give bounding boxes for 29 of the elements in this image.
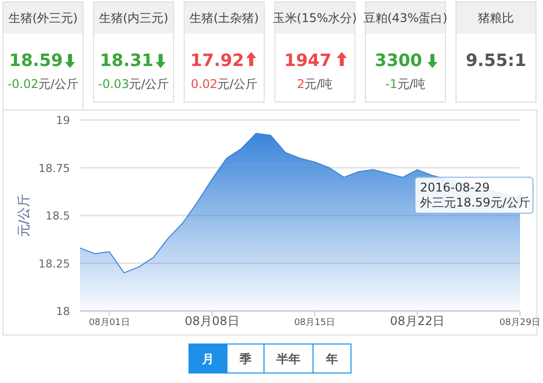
text: 18.31 [100,51,154,71]
category-label: 豆粕(43%蛋白) [363,11,448,25]
text: -0.02元/公斤 [7,77,79,91]
y-tick-label: 18.75 [38,162,70,175]
y-tick-label: 18 [56,305,70,318]
x-tick-label: 08月29日 [500,318,540,328]
x-tick-label: 08月01日 [88,318,130,328]
text: 2元/吨 [296,77,333,91]
y-tick-label: 18.5 [46,210,70,222]
y-tick-label: 18.25 [38,257,70,270]
text: -0.03元/公斤 [98,77,170,91]
text: 1947 [284,51,332,71]
x-tick-label: 08月15日 [294,318,336,328]
text: 0.02元/公斤 [190,77,258,91]
text: 3300 [374,51,422,71]
category-label: 生猪(内三元) [98,11,168,25]
text: 18.59 [9,51,63,71]
x-tick-label: 08月22日 [390,314,445,328]
x-tick-label: 08月08日 [184,314,240,328]
category-label: 玉米(15%水分) [272,11,357,25]
category-label: 猪粮比 [478,11,514,25]
text: 9.55:1 [466,51,526,71]
annotation: 2016-08-29 外三元18.59元/公斤 [420,180,530,210]
y-tick-label: 19 [56,114,70,127]
text: -1元/吨 [385,77,426,91]
y-axis-title: 元/公斤 [17,194,32,238]
category-label: 生猪(土杂猪) [190,11,259,25]
text: 17.92 [190,51,244,71]
category-label: 生猪(外三元) [8,11,78,25]
